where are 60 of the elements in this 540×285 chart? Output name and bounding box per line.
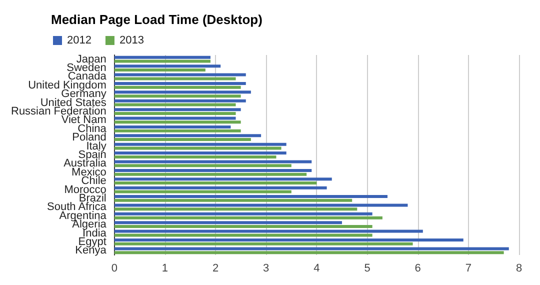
bar <box>114 160 312 164</box>
bar <box>114 60 210 63</box>
bar <box>114 116 236 120</box>
bar <box>114 204 408 207</box>
bar <box>114 172 307 176</box>
legend-label: 2013 <box>119 34 144 46</box>
bar <box>114 99 246 102</box>
bar <box>114 247 509 250</box>
bar <box>114 186 327 190</box>
bar <box>114 190 292 194</box>
x-tick-label: 7 <box>465 262 472 274</box>
bar <box>114 73 246 76</box>
x-tick-label: 6 <box>414 262 421 274</box>
bar <box>114 56 210 59</box>
bar <box>114 68 206 72</box>
bar <box>114 234 372 237</box>
bar <box>114 182 317 185</box>
bar <box>114 195 388 198</box>
bar <box>114 108 241 112</box>
bar <box>114 64 221 68</box>
chart-title: Median Page Load Time (Desktop) <box>51 12 262 27</box>
bar <box>114 242 413 246</box>
bar <box>114 103 236 106</box>
bar <box>114 238 464 242</box>
x-tick-label: 2 <box>212 262 219 274</box>
bar <box>114 94 241 98</box>
bar <box>114 120 241 124</box>
y-tick-label: Japan <box>76 53 106 66</box>
bar <box>114 178 332 181</box>
bar <box>114 129 241 132</box>
x-tick-label: 1 <box>162 262 168 274</box>
bar <box>114 134 262 138</box>
bar <box>114 208 358 211</box>
bar <box>114 221 342 224</box>
bar <box>114 212 372 216</box>
legend-label: 2012 <box>67 34 92 46</box>
bar <box>114 168 312 172</box>
bar <box>114 230 423 233</box>
bar <box>114 155 276 158</box>
bar <box>114 142 286 146</box>
bar <box>114 82 246 85</box>
bar <box>114 125 231 128</box>
bar <box>114 112 236 115</box>
bar <box>114 216 382 220</box>
bar <box>114 164 292 168</box>
bar <box>114 251 504 254</box>
bar <box>114 152 286 155</box>
bar <box>114 90 251 94</box>
x-tick-label: 4 <box>314 262 320 274</box>
bar <box>114 198 352 202</box>
x-tick-label: 3 <box>263 262 270 274</box>
x-tick-label: 5 <box>364 262 370 274</box>
bar <box>114 138 251 142</box>
bar <box>114 77 236 80</box>
bar <box>114 86 241 89</box>
y-tick-label: Chile <box>81 175 106 188</box>
bar <box>114 225 372 228</box>
bar <box>114 146 282 150</box>
x-tick-label: 0 <box>111 262 118 274</box>
x-tick-label: 8 <box>516 262 522 274</box>
